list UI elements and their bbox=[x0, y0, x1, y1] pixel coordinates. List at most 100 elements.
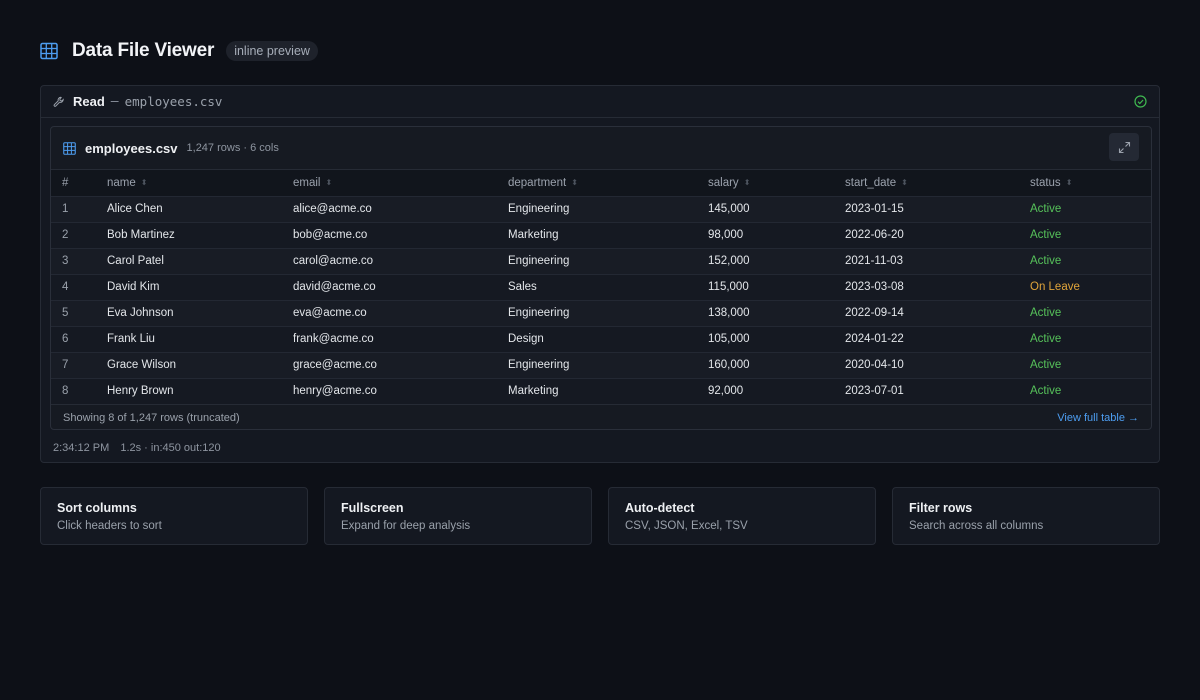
feature-description: Expand for deep analysis bbox=[341, 520, 471, 532]
sort-icon: ⬍ bbox=[571, 178, 578, 188]
data-table: # name ⬍ email ⬍ department ⬍ salary ⬍ start… bbox=[51, 170, 1151, 404]
cell-email: henry@acme.co bbox=[293, 385, 377, 398]
cell-start-date: 2023-01-15 bbox=[845, 203, 904, 215]
feature-card-sort: Sort columns Click headers to sort bbox=[40, 487, 308, 545]
column-header-name[interactable]: name ⬍ bbox=[107, 176, 148, 189]
table-row[interactable]: 5 Eva Johnson eva@acme.co Engineering 13… bbox=[51, 300, 1151, 326]
sort-icon: ⬍ bbox=[901, 178, 908, 188]
cell-department: Engineering bbox=[508, 255, 570, 267]
cell-status: Active bbox=[1030, 229, 1062, 241]
tool-call-footer: 2:34:12 PM 1.2s · in:450 out:120 bbox=[53, 442, 229, 454]
tool-separator: — bbox=[110, 94, 119, 109]
cell-index: 4 bbox=[62, 281, 69, 293]
table-row[interactable]: 2 Bob Martinez bob@acme.co Marketing 98,… bbox=[51, 222, 1151, 248]
column-header-status[interactable]: status ⬍ bbox=[1030, 176, 1073, 189]
feature-description: Search across all columns bbox=[909, 520, 1044, 532]
table-row[interactable]: 4 David Kim david@acme.co Sales 115,000 … bbox=[51, 274, 1151, 300]
page-header: Data File Viewer inline preview bbox=[40, 36, 318, 66]
cell-status: Active bbox=[1030, 255, 1062, 267]
cell-name: David Kim bbox=[107, 281, 160, 293]
cell-start-date: 2020-04-10 bbox=[845, 359, 904, 371]
cell-status: Active bbox=[1030, 307, 1062, 319]
cell-salary: 98,000 bbox=[708, 229, 744, 241]
cell-status: Active bbox=[1030, 203, 1062, 215]
column-header-email[interactable]: email ⬍ bbox=[293, 176, 333, 189]
expand-icon bbox=[1118, 141, 1130, 153]
cell-salary: 145,000 bbox=[708, 203, 750, 215]
feature-title: Filter rows bbox=[909, 501, 973, 515]
cell-name: Carol Patel bbox=[107, 255, 164, 267]
cell-index: 5 bbox=[62, 307, 69, 319]
sort-icon: ⬍ bbox=[743, 178, 751, 188]
table-row[interactable]: 8 Henry Brown henry@acme.co Marketing 92… bbox=[51, 378, 1151, 404]
cell-status: On Leave bbox=[1030, 281, 1080, 293]
cell-salary: 92,000 bbox=[708, 385, 744, 398]
tool-call-header[interactable]: Read — employees.csv bbox=[41, 86, 1159, 118]
table-row[interactable]: 7 Grace Wilson grace@acme.co Engineering… bbox=[51, 352, 1151, 378]
column-header-index[interactable]: # bbox=[62, 176, 69, 189]
page-title: Data File Viewer bbox=[72, 40, 215, 61]
cell-start-date: 2024-01-22 bbox=[845, 333, 904, 345]
feature-description: Click headers to sort bbox=[57, 520, 162, 532]
feature-card-fullscreen: Fullscreen Expand for deep analysis bbox=[324, 487, 592, 545]
cell-email: bob@acme.co bbox=[293, 229, 368, 241]
cell-status: Active bbox=[1030, 359, 1062, 371]
file-preview-footer: Showing 8 of 1,247 rows (truncated) View… bbox=[51, 404, 1151, 429]
table-grid-icon bbox=[40, 42, 58, 60]
cell-start-date: 2023-03-08 bbox=[845, 281, 904, 293]
column-header-salary[interactable]: salary ⬍ bbox=[708, 176, 751, 189]
feature-card-filter: Filter rows Search across all columns bbox=[892, 487, 1160, 545]
cell-status: Active bbox=[1030, 385, 1062, 398]
cell-email: eva@acme.co bbox=[293, 307, 367, 319]
cell-name: Eva Johnson bbox=[107, 307, 174, 319]
wrench-icon bbox=[53, 96, 65, 108]
file-meta: 1,247 rows · 6 cols bbox=[186, 142, 279, 154]
feature-title: Fullscreen bbox=[341, 501, 404, 515]
cell-start-date: 2021-11-03 bbox=[845, 255, 903, 267]
file-name: employees.csv bbox=[85, 140, 178, 156]
file-preview-header: employees.csv 1,247 rows · 6 cols bbox=[51, 127, 1151, 170]
table-header-row: # name ⬍ email ⬍ department ⬍ salary ⬍ start… bbox=[51, 170, 1151, 196]
cell-salary: 160,000 bbox=[708, 359, 750, 371]
file-preview-panel: employees.csv 1,247 rows · 6 cols # name… bbox=[50, 126, 1152, 430]
tool-file-name: employees.csv bbox=[124, 94, 223, 109]
cell-index: 2 bbox=[62, 229, 69, 241]
sort-icon: ⬍ bbox=[140, 178, 148, 188]
cell-salary: 138,000 bbox=[708, 307, 750, 319]
check-circle-icon bbox=[1134, 95, 1147, 108]
cell-index: 8 bbox=[62, 385, 69, 398]
table-row[interactable]: 1 Alice Chen alice@acme.co Engineering 1… bbox=[51, 196, 1151, 222]
column-header-start-date[interactable]: start_date ⬍ bbox=[845, 176, 908, 189]
view-full-table-link[interactable]: View full table → bbox=[1057, 411, 1139, 424]
cell-department: Engineering bbox=[508, 307, 570, 319]
feature-description: CSV, JSON, Excel, TSV bbox=[625, 520, 748, 532]
fullscreen-button[interactable] bbox=[1109, 133, 1139, 161]
cell-index: 6 bbox=[62, 333, 69, 345]
cell-email: carol@acme.co bbox=[293, 255, 374, 267]
cell-department: Engineering bbox=[508, 203, 570, 215]
usage-stats: 1.2s · in:450 out:120 bbox=[120, 442, 221, 454]
cell-index: 7 bbox=[62, 359, 69, 371]
cell-name: Henry Brown bbox=[107, 385, 174, 398]
cell-salary: 115,000 bbox=[708, 281, 749, 293]
truncation-notice: Showing 8 of 1,247 rows (truncated) bbox=[63, 411, 240, 424]
timestamp: 2:34:12 PM bbox=[53, 442, 110, 454]
cell-name: Frank Liu bbox=[107, 333, 155, 345]
cell-salary: 105,000 bbox=[708, 333, 750, 345]
column-header-department[interactable]: department ⬍ bbox=[508, 176, 578, 189]
cell-department: Sales bbox=[508, 281, 537, 293]
cell-salary: 152,000 bbox=[708, 255, 750, 267]
table-row[interactable]: 3 Carol Patel carol@acme.co Engineering … bbox=[51, 248, 1151, 274]
table-row[interactable]: 6 Frank Liu frank@acme.co Design 105,000… bbox=[51, 326, 1151, 352]
cell-department: Design bbox=[508, 333, 544, 345]
table-icon bbox=[63, 141, 76, 155]
cell-status: Active bbox=[1030, 333, 1062, 345]
cell-index: 3 bbox=[62, 255, 69, 267]
preview-badge: inline preview bbox=[226, 41, 318, 61]
cell-start-date: 2023-07-01 bbox=[845, 385, 904, 398]
cell-email: alice@acme.co bbox=[293, 203, 372, 215]
feature-card-auto-detect: Auto-detect CSV, JSON, Excel, TSV bbox=[608, 487, 876, 545]
cell-name: Bob Martinez bbox=[107, 229, 175, 241]
cell-email: grace@acme.co bbox=[293, 359, 377, 371]
cell-index: 1 bbox=[62, 203, 69, 215]
